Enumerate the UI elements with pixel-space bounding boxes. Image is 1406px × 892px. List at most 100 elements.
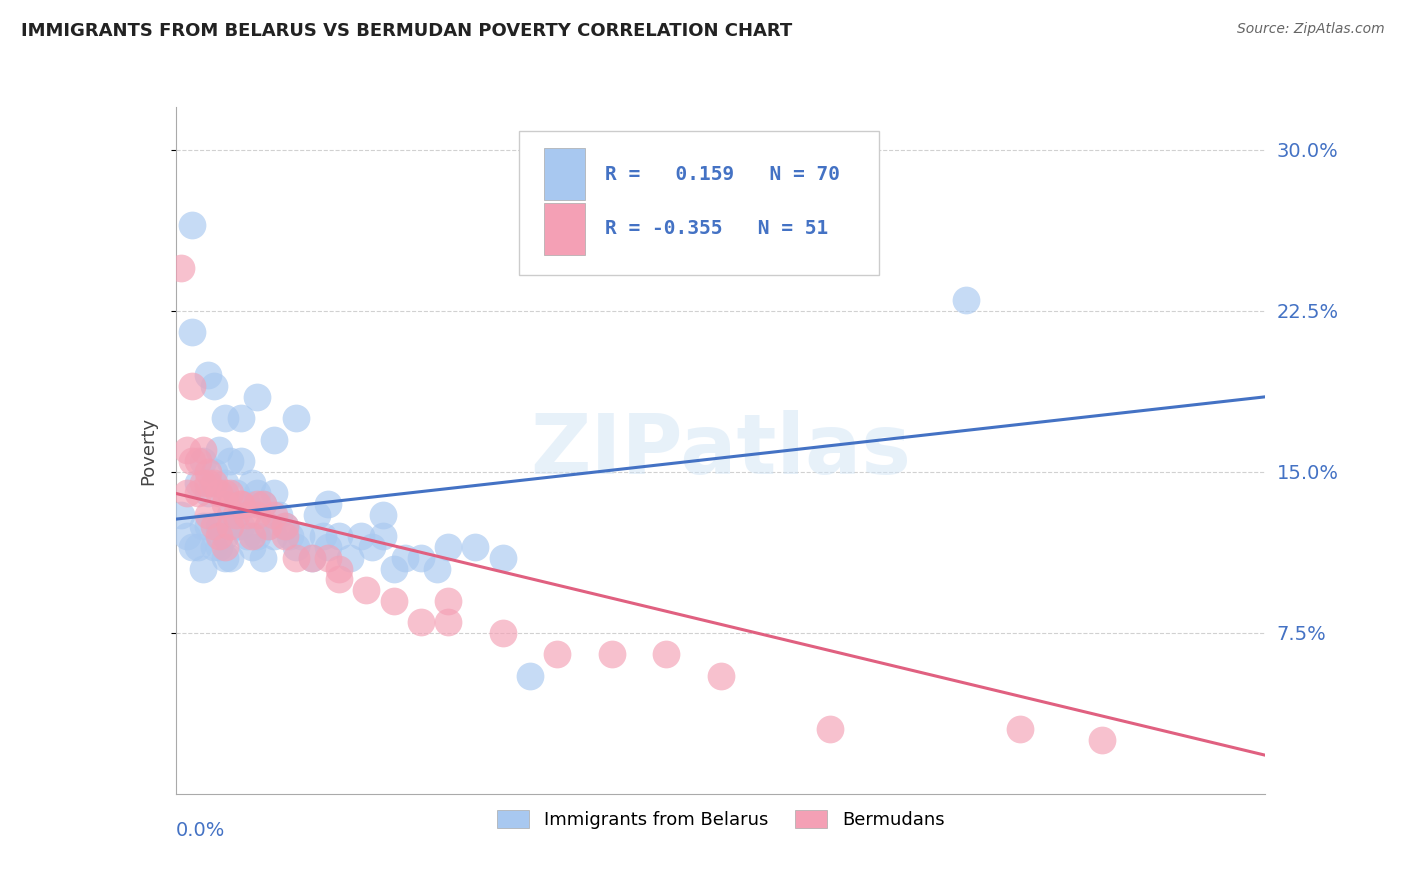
Point [181, 326, 204, 340]
Point [186, 475, 209, 490]
Point [409, 550, 432, 565]
Point [284, 550, 307, 565]
Point [181, 218, 204, 232]
Point [492, 550, 515, 565]
Point [170, 260, 193, 275]
Text: 0.0%: 0.0% [176, 822, 225, 840]
Point [360, 540, 382, 554]
Point [219, 518, 242, 533]
Point [246, 486, 269, 500]
Text: IMMIGRANTS FROM BELARUS VS BERMUDAN POVERTY CORRELATION CHART: IMMIGRANTS FROM BELARUS VS BERMUDAN POVE… [21, 22, 793, 40]
Point [492, 626, 515, 640]
Point [394, 550, 416, 565]
Point [710, 669, 733, 683]
Point [181, 454, 204, 468]
Point [274, 529, 297, 543]
Point [371, 529, 394, 543]
Point [263, 529, 285, 543]
Point [197, 465, 219, 479]
Point [197, 475, 219, 490]
Point [1010, 723, 1032, 737]
Point [186, 454, 209, 468]
Text: Source: ZipAtlas.com: Source: ZipAtlas.com [1237, 22, 1385, 37]
Point [263, 508, 285, 522]
Point [252, 497, 274, 511]
Point [284, 411, 307, 425]
Point [235, 508, 257, 522]
Point [284, 540, 307, 554]
Point [219, 508, 242, 522]
Point [176, 443, 198, 458]
Point [197, 508, 219, 522]
Text: ZIPatlas: ZIPatlas [530, 410, 911, 491]
Point [231, 497, 253, 511]
Point [202, 518, 225, 533]
Point [231, 518, 253, 533]
Point [318, 550, 340, 565]
Point [214, 497, 236, 511]
Point [257, 518, 280, 533]
Point [181, 540, 204, 554]
Point [382, 561, 405, 575]
Y-axis label: Poverty: Poverty [139, 417, 157, 484]
Point [214, 529, 236, 543]
Text: R =   0.159   N = 70: R = 0.159 N = 70 [605, 164, 839, 184]
Point [181, 379, 204, 393]
Point [252, 550, 274, 565]
Point [235, 497, 257, 511]
Point [202, 465, 225, 479]
Point [208, 486, 231, 500]
Point [263, 433, 285, 447]
Text: R = -0.355   N = 51: R = -0.355 N = 51 [605, 219, 828, 238]
Point [214, 475, 236, 490]
Point [328, 529, 350, 543]
Point [219, 550, 242, 565]
Point [437, 615, 460, 630]
Point [312, 529, 335, 543]
Point [191, 561, 214, 575]
Point [246, 390, 269, 404]
Point [176, 529, 198, 543]
Point [214, 550, 236, 565]
Point [214, 411, 236, 425]
Point [252, 497, 274, 511]
Point [197, 368, 219, 383]
Bar [544, 203, 585, 255]
Point [371, 508, 394, 522]
Point [464, 540, 486, 554]
Point [318, 497, 340, 511]
Point [202, 540, 225, 554]
FancyBboxPatch shape [519, 131, 879, 276]
Point [382, 593, 405, 607]
Point [202, 475, 225, 490]
Point [208, 443, 231, 458]
Point [246, 508, 269, 522]
Point [350, 529, 373, 543]
Point [197, 486, 219, 500]
Point [955, 293, 977, 308]
Point [246, 497, 269, 511]
Point [274, 518, 297, 533]
Point [240, 529, 263, 543]
Point [191, 443, 214, 458]
Point [274, 518, 297, 533]
Point [235, 529, 257, 543]
Point [301, 550, 323, 565]
Point [600, 648, 623, 662]
Point [426, 561, 449, 575]
Point [219, 454, 242, 468]
Point [231, 497, 253, 511]
Point [246, 529, 269, 543]
Point [240, 540, 263, 554]
Legend: Immigrants from Belarus, Bermudans: Immigrants from Belarus, Bermudans [489, 803, 952, 837]
Point [409, 615, 432, 630]
Point [186, 486, 209, 500]
Point [231, 411, 253, 425]
Point [208, 529, 231, 543]
Point [202, 379, 225, 393]
Point [263, 486, 285, 500]
Point [307, 508, 329, 522]
Point [225, 508, 247, 522]
Point [186, 540, 209, 554]
Point [328, 572, 350, 586]
